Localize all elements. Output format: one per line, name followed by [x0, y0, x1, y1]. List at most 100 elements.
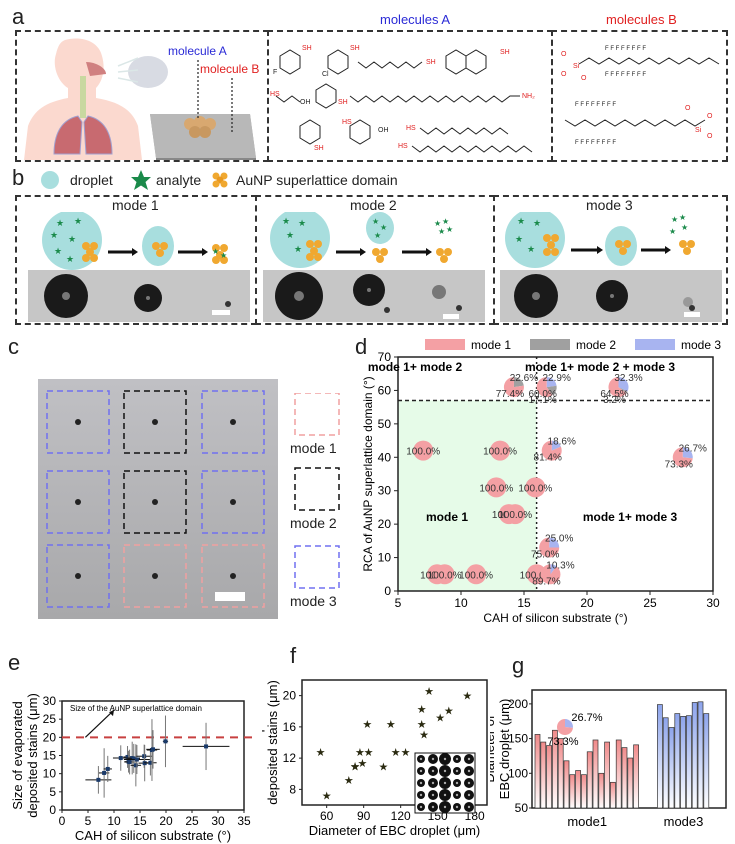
pie-label: 100.0%: [459, 570, 493, 581]
svg-text:O: O: [581, 75, 587, 82]
svg-text:★: ★: [50, 230, 58, 240]
svg-text:★: ★: [54, 246, 62, 256]
molecule-thioglycolic-acid: [275, 95, 301, 103]
svg-text:★: ★: [380, 223, 387, 232]
svg-text:SH: SH: [500, 49, 510, 56]
y-tick-label: 20: [283, 689, 297, 703]
pie-label: 77.4%: [496, 389, 524, 400]
pie-label: 75.0%: [531, 550, 559, 561]
molecule-octanethiol: [357, 61, 423, 69]
bar: [534, 734, 541, 809]
svg-text:OH: OH: [378, 127, 389, 134]
legend-label: mode 2: [576, 338, 616, 352]
svg-text:★: ★: [294, 244, 302, 254]
legend-swatch-mode-1: [425, 339, 465, 350]
star-point-17: ★: [435, 713, 445, 725]
panel-f-label: f: [290, 643, 297, 668]
pie-point-7: 100.0%: [479, 477, 513, 498]
deposited-stain: [230, 499, 236, 505]
data-point: [134, 757, 139, 762]
pie-label: 73.3%: [665, 459, 693, 470]
star-point-9: ★: [378, 762, 388, 774]
pie-label: 3.2%: [603, 395, 626, 406]
pie-point-8: 100.0%: [518, 477, 552, 498]
bar: [557, 738, 564, 809]
star-point-6: ★: [357, 758, 367, 770]
deposited-stain: [152, 573, 158, 579]
svg-text:★: ★: [515, 234, 523, 244]
inset-pie: 26.7% 73.3%: [547, 712, 602, 748]
x-tick-label: 60: [320, 809, 334, 823]
mode-1-schematic: ★ ★★ ★★★ ★ ★: [42, 212, 228, 270]
molecule-4-fluorothiophenol: [279, 49, 301, 75]
pie-label: 22.9%: [543, 373, 571, 384]
droplet-icon: [41, 171, 59, 189]
mode-3-title: mode 3: [586, 197, 633, 213]
star-point-4: ★: [350, 762, 360, 774]
pie-slice-mode3: [618, 377, 629, 392]
pie-slice-mode3: [682, 447, 693, 459]
svg-text:SH: SH: [338, 99, 348, 106]
svg-text:HS: HS: [342, 119, 352, 126]
bar: [592, 739, 599, 809]
y-tick-label: 50: [515, 801, 529, 815]
pie-label: 10.3%: [546, 560, 574, 571]
region-label: mode 1+ mode 3: [583, 510, 678, 524]
data-point: [148, 760, 153, 765]
bar: [552, 729, 558, 809]
x-tick-label: 35: [237, 814, 251, 828]
scale-bar: [215, 592, 245, 601]
bar: [633, 744, 639, 809]
svg-text:★: ★: [434, 219, 441, 228]
svg-text:O: O: [561, 51, 567, 58]
bar-series-mode1: [534, 729, 639, 809]
data-point: [131, 756, 136, 761]
star-point-11: ★: [391, 747, 401, 759]
x-axis-label: Diameter of EBC droplet (μm): [309, 823, 480, 838]
aunp-cluster-icon: [212, 172, 228, 188]
svg-text:★: ★: [527, 244, 535, 254]
pie-slice-mode1: [608, 377, 627, 398]
pie-label: 100.0%: [479, 483, 513, 494]
errorbar-point-2: [103, 755, 112, 783]
molecules-a-structures: SH SH SH SH HS SH NH₂ SH HS HS HS F Cl OH OH: [270, 45, 535, 153]
scale-bar: [684, 312, 700, 317]
y-tick-label: 15: [43, 749, 57, 763]
svg-text:★: ★: [372, 217, 379, 226]
chart-d: 5 10 15 20 25 30 0 10 20 30 40 50 60 70 CAH of silicon…: [361, 338, 721, 625]
svg-text:Si: Si: [695, 127, 702, 134]
c-legend-mode-3: mode 3: [290, 593, 337, 609]
x-tick-label: 120: [391, 809, 411, 823]
star-point-7: ★: [362, 719, 372, 731]
svg-text:★: ★: [212, 247, 219, 256]
pie-label: 26.7%: [679, 443, 707, 454]
bar: [691, 702, 698, 809]
svg-text:Si: Si: [573, 63, 580, 70]
pie-point-14: 100.0%: [459, 564, 493, 585]
airway-icon: [80, 62, 106, 118]
errorbar-point-6: [124, 749, 135, 775]
pie-slice-mode3: [550, 564, 557, 575]
deposited-stain: [152, 499, 158, 505]
pie-slice-mode1: [541, 440, 562, 461]
bar: [610, 781, 616, 809]
legend-droplet-label: droplet: [70, 172, 113, 188]
x-tick-label: 20: [580, 596, 594, 610]
svg-text:HS: HS: [270, 91, 280, 98]
pie-point-4: 100.0%: [483, 440, 517, 461]
svg-text:★: ★: [68, 234, 76, 244]
pie-slice-mode1: [536, 377, 553, 398]
data-point: [118, 756, 123, 761]
pie-label: 100.0%: [498, 510, 532, 521]
data-point: [127, 760, 132, 765]
legend-mode-3-box: [294, 545, 340, 589]
svg-text:F F F F F F F F: F F F F F F F F: [575, 140, 616, 146]
legend-label: mode 1: [471, 338, 511, 352]
y-tick-label: 40: [378, 450, 392, 464]
star-point-2: ★: [344, 775, 354, 787]
droplet-micrograph-inset: [414, 752, 476, 814]
pie-point-3: 100.0%: [406, 440, 440, 461]
y-axis-label: Size of evaporateddeposited stains (μm): [262, 680, 280, 805]
molecule-fluorosilane-1: [578, 57, 720, 65]
x-axis-label: CAH of silicon substrate (°): [75, 828, 231, 843]
